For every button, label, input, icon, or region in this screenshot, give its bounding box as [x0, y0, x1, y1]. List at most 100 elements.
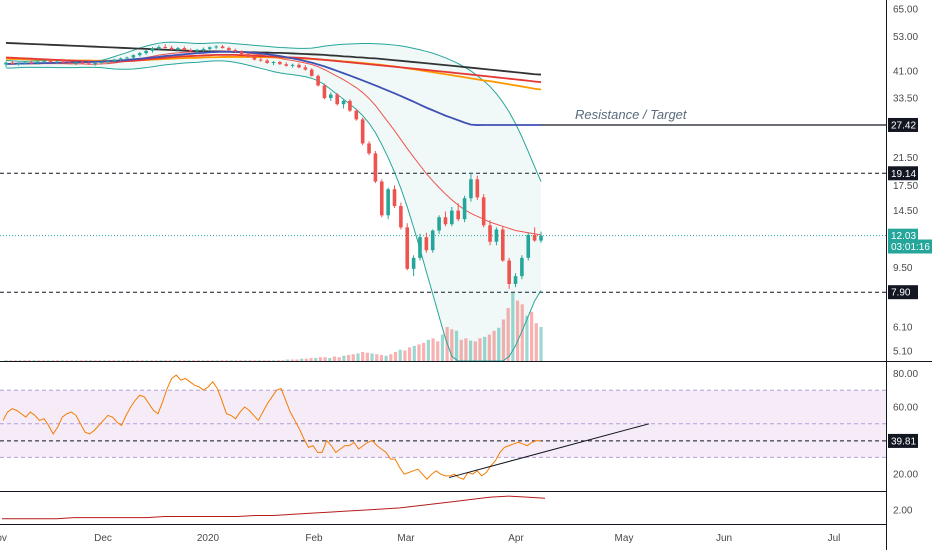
price-tick-label: 21.50: [893, 153, 918, 164]
volume-bar: [187, 360, 191, 361]
volume-bar: [483, 336, 487, 361]
volume-bar: [267, 360, 271, 361]
volume-bar: [163, 360, 168, 361]
candle-body: [55, 61, 59, 63]
time-tick-label: Jun: [716, 533, 732, 544]
candle-body: [335, 94, 339, 105]
volume-bar: [337, 357, 341, 361]
price-pane: [0, 41, 886, 362]
volume-bar: [422, 342, 426, 361]
candle-body: [520, 257, 524, 277]
volume-bar: [135, 360, 140, 361]
candle-body: [80, 62, 85, 64]
price-badge-label: 12.03: [891, 231, 916, 242]
volume-bar: [332, 356, 337, 361]
price-badge: [888, 239, 932, 254]
volume-bar: [309, 357, 313, 361]
candle-body: [10, 62, 15, 64]
time-tick-label: Dec: [94, 533, 112, 544]
volume-bar: [398, 349, 402, 361]
price-tick-label: 41.00: [893, 66, 918, 77]
candle-body: [131, 55, 136, 58]
candle-body: [373, 153, 378, 182]
candle-body: [208, 47, 212, 49]
volume-bar: [257, 360, 262, 361]
bollinger-lower-line: [6, 60, 542, 362]
candle-body: [67, 62, 72, 64]
candle-body: [48, 60, 53, 63]
volume-bar: [112, 360, 116, 361]
volume-bar: [276, 360, 280, 361]
volume-bar: [346, 354, 351, 361]
volume-bar: [196, 360, 201, 361]
candle-body: [61, 61, 66, 63]
price-tick-label: 9.50: [893, 263, 913, 274]
time-tick-label: Mar: [397, 533, 415, 544]
candle-body: [462, 198, 467, 220]
volume-bar: [440, 334, 445, 361]
volume-bar: [154, 360, 158, 361]
volume-bar: [328, 357, 332, 361]
candle-body: [118, 58, 123, 60]
volume-bar: [93, 360, 97, 361]
volume-bar: [239, 360, 243, 361]
volume-bar: [520, 304, 524, 361]
candle-body: [246, 54, 250, 57]
rsi-tick-label: 80.00: [893, 369, 918, 380]
volume-bar: [361, 351, 365, 361]
volume-bar: [525, 315, 529, 361]
volume-bar: [27, 360, 32, 361]
volume-bar: [178, 360, 182, 361]
candle-body: [86, 63, 91, 65]
volume-bar: [159, 360, 163, 361]
candle-body: [42, 60, 47, 62]
volume-bar: [436, 341, 440, 361]
volume-bar: [407, 347, 412, 361]
volume-bar: [88, 360, 93, 361]
candle-body: [182, 48, 187, 51]
volume-bar: [501, 319, 506, 361]
volume-bar: [145, 360, 149, 361]
price-tick-label: 65.00: [893, 5, 918, 16]
candle-body: [309, 69, 314, 76]
candle-body: [23, 62, 27, 64]
candle-body: [488, 225, 492, 242]
candle-body: [258, 59, 263, 61]
candle-body: [507, 260, 511, 284]
candle-body: [456, 210, 461, 220]
candle-body: [137, 53, 142, 56]
volume-bar: [454, 330, 459, 361]
volume-bar: [117, 360, 121, 361]
price-tick-label: 6.10: [893, 322, 913, 333]
price-tick-label: 14.50: [893, 206, 918, 217]
candle-body: [513, 276, 518, 284]
candle-body: [284, 64, 289, 66]
candle-body: [354, 110, 359, 120]
volume-bar: [210, 360, 215, 361]
candle-body: [125, 57, 129, 59]
ma-blue-line: [6, 50, 541, 126]
volume-bar: [511, 293, 515, 361]
volume-bar: [290, 359, 294, 361]
lower-indicator-pane: [2, 495, 546, 520]
volume-bar: [530, 311, 534, 361]
candle-body: [271, 62, 276, 64]
volume-bar: [168, 360, 172, 361]
candle-body: [214, 46, 218, 48]
volume-bar: [98, 360, 102, 361]
price-badge-label: 7.90: [891, 288, 911, 299]
time-tick-label: Apr: [508, 533, 524, 544]
volume-bar: [182, 360, 186, 361]
rsi-tick-label: 60.00: [893, 403, 918, 414]
candle-body: [443, 217, 448, 225]
volume-bar: [365, 352, 369, 361]
price-badge-label: 19.14: [891, 169, 916, 180]
volume-bar: [281, 360, 285, 361]
volume-bar: [206, 360, 210, 361]
rsi-badge: [888, 433, 918, 448]
candle-body: [201, 48, 206, 50]
candle-body: [424, 237, 429, 251]
volume-bar: [393, 351, 398, 361]
volume-bar: [379, 354, 384, 361]
